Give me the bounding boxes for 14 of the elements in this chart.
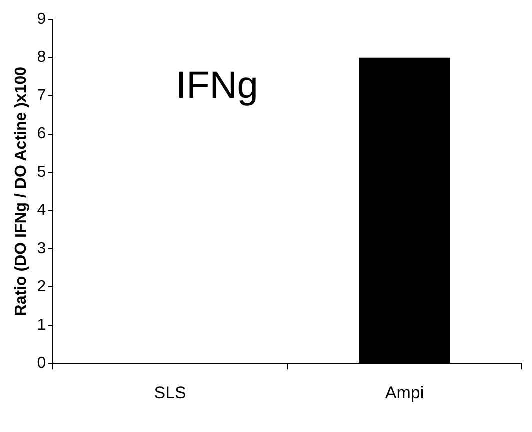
y-tick-label: 6 [37, 126, 46, 143]
x-tick-label: Ampi [385, 383, 424, 402]
x-tick-label: SLS [154, 383, 186, 402]
y-tick-label: 7 [37, 87, 46, 104]
y-tick-label: 5 [37, 164, 46, 181]
y-axis-title: Ratio (DO IFNg / DO Actine )x100 [13, 66, 30, 316]
y-tick-label: 9 [37, 11, 46, 28]
y-tick-label: 8 [37, 49, 46, 66]
annotation: IFNg [176, 65, 258, 108]
y-tick-label: 0 [37, 355, 46, 372]
y-tick-label: 4 [37, 202, 46, 220]
y-tick-label: 3 [37, 240, 46, 258]
y-tick-label: 1 [37, 316, 46, 334]
y-tick-label: 2 [37, 278, 46, 296]
